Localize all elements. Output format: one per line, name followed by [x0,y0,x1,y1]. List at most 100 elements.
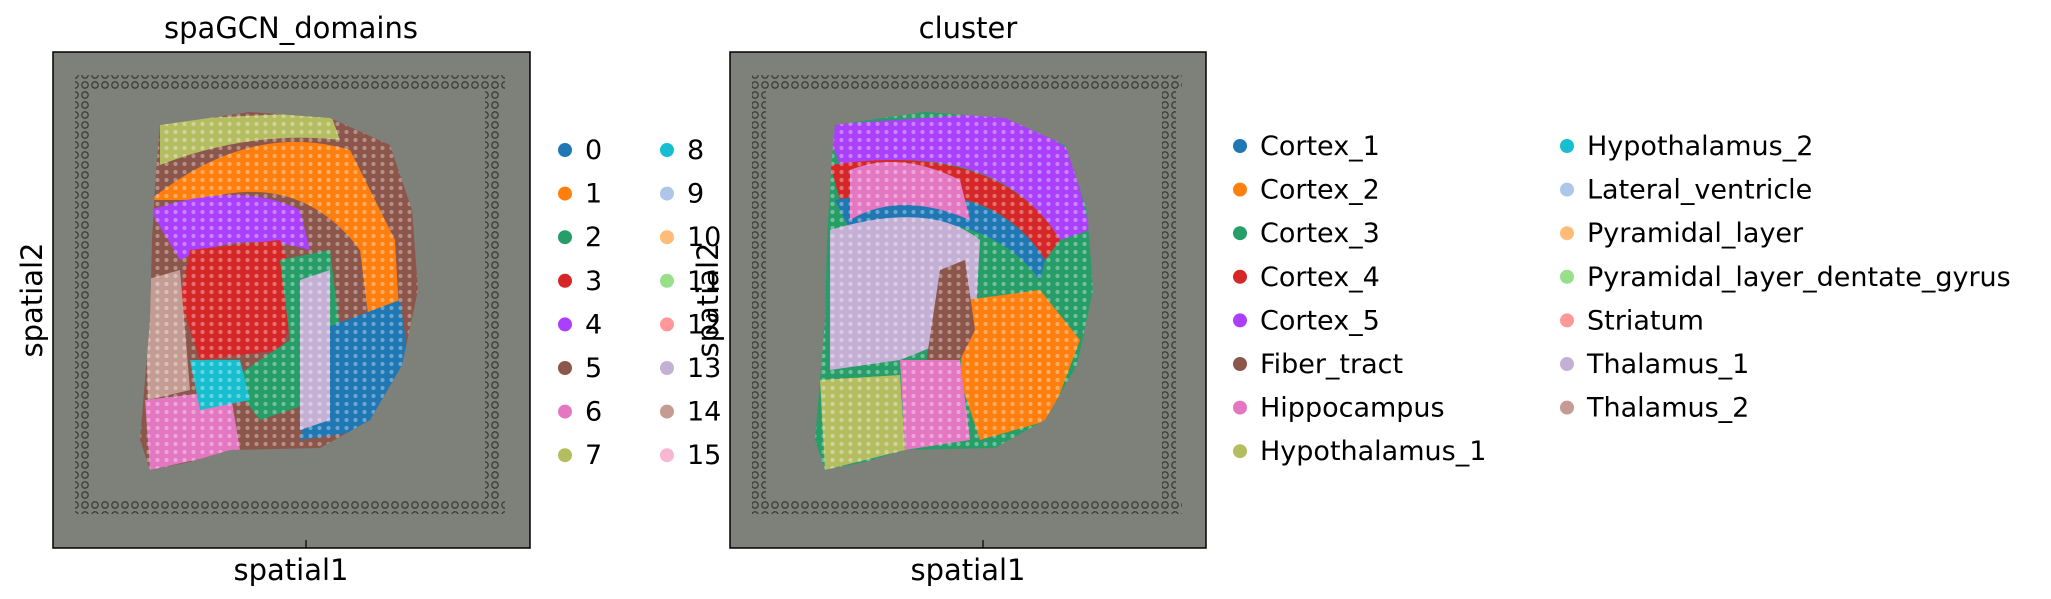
legend-label: 0 [585,135,602,166]
cluster-spots [815,112,1093,470]
legend-item: 5 [558,353,602,384]
fiducial-frame-left [75,89,89,500]
legend-item: 4 [558,309,602,340]
legend-label: Cortex_1 [1260,131,1380,162]
legend-item: Fiber_tract [1233,349,1403,380]
legend-item: Cortex_5 [1233,305,1380,336]
legend-marker [1560,139,1574,153]
legend-item: Cortex_4 [1233,262,1380,293]
legend-label: Lateral_ventricle [1587,175,1812,206]
legend-marker [1233,182,1247,197]
legend-label: Striatum [1587,305,1704,336]
legend-marker [1560,182,1574,197]
legend-marker [1560,400,1574,415]
legend-label: 4 [585,309,602,340]
legend-marker [660,273,674,288]
legend-label: Pyramidal_layer [1587,218,1804,249]
legend-item: 2 [558,222,602,253]
legend-marker [660,230,674,245]
legend-label: 1 [585,179,602,210]
panel-spagcn-domains: spaGCN_domains [15,11,721,587]
legend-item: 9 [660,179,704,210]
fiducial-frame-top [752,75,1182,89]
legend-marker [558,448,572,463]
legend-item: Lateral_ventricle [1560,175,1812,206]
fiducial-frame-right [485,89,499,500]
legend-label: 8 [687,135,704,166]
legend-label: 7 [585,440,602,471]
legend-marker [1233,139,1247,153]
legend-marker [1233,444,1247,459]
legend-marker [660,361,674,375]
fiducial-frame-left [752,89,766,500]
legend-marker [660,143,674,157]
legend-label: Thalamus_1 [1586,349,1749,380]
legend-item: Cortex_2 [1233,175,1380,206]
legend-item: Thalamus_2 [1560,393,1749,424]
legend-cluster: Cortex_1 Cortex_2 Cortex_3 Cortex_4 Cortex_5… [1233,131,2011,467]
legend-label: 3 [585,266,602,297]
legend-marker [1560,226,1574,241]
legend-marker [558,317,572,332]
legend-item: 6 [558,397,602,428]
legend-label: Pyramidal_layer_dentate_gyrus [1587,262,2011,293]
legend-item: Thalamus_1 [1560,349,1749,380]
legend-item: 0 [558,135,602,166]
legend-item: 10 [660,222,721,253]
legend-marker [1233,313,1247,328]
legend-marker [558,186,572,201]
legend-item: 7 [558,440,602,471]
legend-marker [1560,269,1574,284]
legend-item: 15 [660,440,721,471]
legend-item: Striatum [1560,305,1704,336]
legend-label: Hippocampus [1260,393,1445,424]
legend-label: 11 [687,266,721,297]
legend-label: Cortex_5 [1260,305,1380,336]
legend-marker [558,361,572,375]
legend-marker [1560,357,1574,371]
legend-item: Cortex_3 [1233,218,1380,249]
legend-marker [660,186,674,201]
spatial-plot-area [53,52,530,548]
legend-marker [1233,357,1247,371]
legend-marker [1560,313,1574,328]
legend-label: 2 [585,222,602,253]
legend-label: Cortex_4 [1260,262,1380,293]
legend-label: 5 [585,353,602,384]
legend-marker [558,230,572,245]
domain-spots [140,112,418,470]
panel-title: cluster [919,11,1018,45]
fiducial-frame-right [1162,89,1176,500]
legend-label: Hypothalamus_1 [1260,436,1486,467]
legend-label: 9 [687,179,704,210]
legend-item: Pyramidal_layer_dentate_gyrus [1560,262,2011,293]
axes-frame [729,51,1207,549]
legend-label: 15 [687,440,721,471]
legend-marker [558,404,572,419]
panel-cluster: cluster spatial1 sp [691,11,2011,587]
legend-marker [660,317,674,332]
legend-marker [1233,226,1247,241]
legend-marker [1233,269,1247,284]
legend-marker [558,143,572,157]
y-axis-label: spatial2 [691,243,725,358]
legend-label: Hypothalamus_2 [1587,131,1813,162]
legend-item: Cortex_1 [1233,131,1380,162]
legend-item: Hypothalamus_2 [1560,131,1813,162]
x-axis-label: spatial1 [911,553,1026,587]
legend-marker [558,273,572,288]
axes-frame [52,51,531,549]
fiducial-frame-bottom [752,500,1182,514]
legend-item: 3 [558,266,602,297]
legend-label: 10 [687,222,721,253]
legend-label: Cortex_3 [1260,218,1380,249]
fiducial-frame-top [75,75,505,89]
legend-item: 12 [660,309,721,340]
spatial-plot-area [730,52,1206,548]
legend-label: 12 [687,309,721,340]
fiducial-frame-bottom [75,500,505,514]
y-axis-label: spatial2 [15,243,49,358]
legend-label: 6 [585,397,602,428]
